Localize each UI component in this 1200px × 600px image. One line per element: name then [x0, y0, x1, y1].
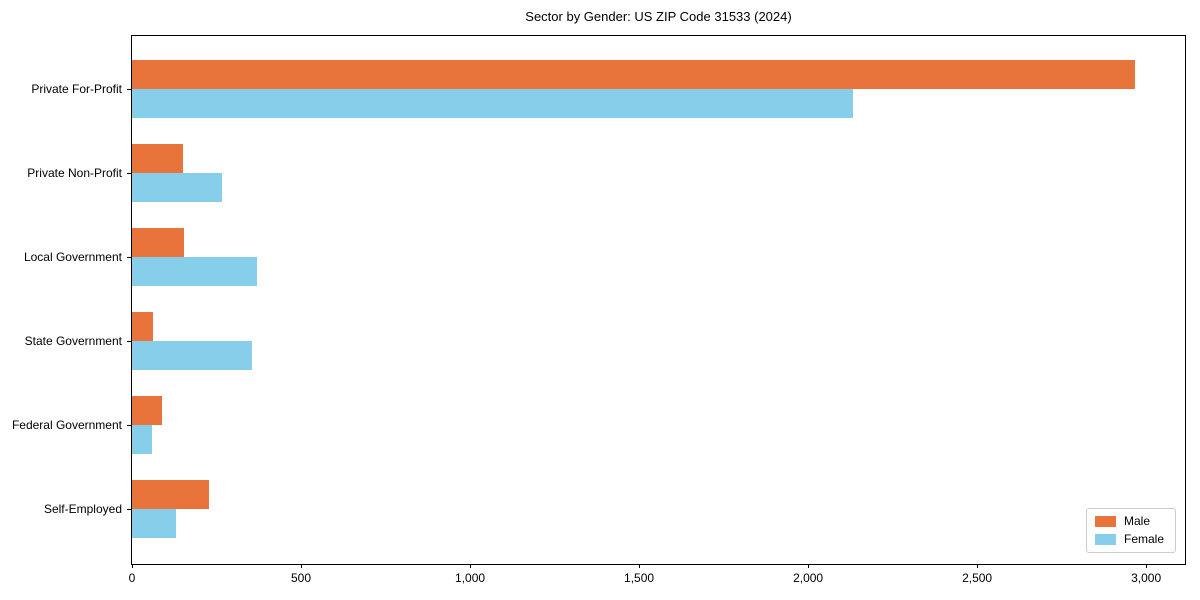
bar-female-local-government	[132, 256, 258, 286]
x-tick-label: 1,500	[624, 571, 655, 585]
x-tick-mark	[470, 564, 472, 568]
bar-female-federal-government	[132, 424, 152, 454]
legend-swatch-female	[1094, 534, 1116, 545]
y-axis-label-private-for-profit: Private For-Profit	[31, 82, 122, 96]
y-axis-label-federal-government: Federal Government	[11, 417, 122, 432]
bar-male-private-for-profit	[132, 60, 1135, 89]
bar-male-local-government	[132, 227, 185, 257]
y-tick-mark	[127, 508, 131, 510]
y-tick-mark	[127, 256, 131, 258]
bar-female-state-government	[132, 340, 252, 370]
y-tick-mark	[127, 89, 131, 90]
y-axis-label-local-government: Local Government	[23, 249, 122, 264]
x-tick-mark	[808, 564, 810, 568]
x-tick-label: 500	[291, 571, 312, 585]
x-tick-mark	[301, 564, 303, 568]
x-tick-mark	[639, 564, 641, 568]
plot-area: Private For-Profit Private Non-Profit Loca…	[12, 35, 1186, 585]
x-tick-label: 1,000	[455, 571, 486, 585]
x-tick-mark	[977, 564, 979, 568]
legend-entry-female: Female	[1094, 532, 1164, 546]
y-axis-label-state-government: State Government	[24, 333, 122, 348]
bar-male-state-government	[132, 311, 153, 341]
chart-title: Sector by Gender: US ZIP Code 31533 (202…	[525, 9, 792, 24]
bar-male-federal-government	[132, 395, 163, 425]
legend: Male Female	[1085, 508, 1176, 553]
bar-female-private-for-profit	[132, 89, 854, 118]
bar-male-self-employed	[132, 479, 209, 509]
x-tick-label: 3,000	[1131, 571, 1162, 585]
bar-female-private-non-profit	[132, 172, 222, 202]
x-tick-label: 2,500	[962, 571, 993, 585]
legend-label-male: Male	[1123, 514, 1150, 528]
y-tick-mark	[127, 340, 131, 342]
x-tick-label: 2,000	[793, 571, 824, 585]
legend-swatch-male	[1094, 516, 1116, 527]
y-tick-mark	[127, 424, 131, 426]
y-axis-label-self-employed: Self-Employed	[43, 501, 122, 516]
x-tick-mark	[132, 564, 133, 568]
x-tick-label: 0	[128, 571, 136, 585]
bar-male-private-non-profit	[132, 143, 183, 173]
y-tick-mark	[127, 172, 131, 174]
legend-entry-male: Male	[1094, 514, 1164, 528]
legend-label-female: Female	[1123, 532, 1164, 546]
x-tick-mark	[1146, 564, 1148, 568]
bar-female-self-employed	[132, 508, 176, 538]
y-axis-label-private-non-profit: Private Non-Profit	[27, 165, 122, 180]
